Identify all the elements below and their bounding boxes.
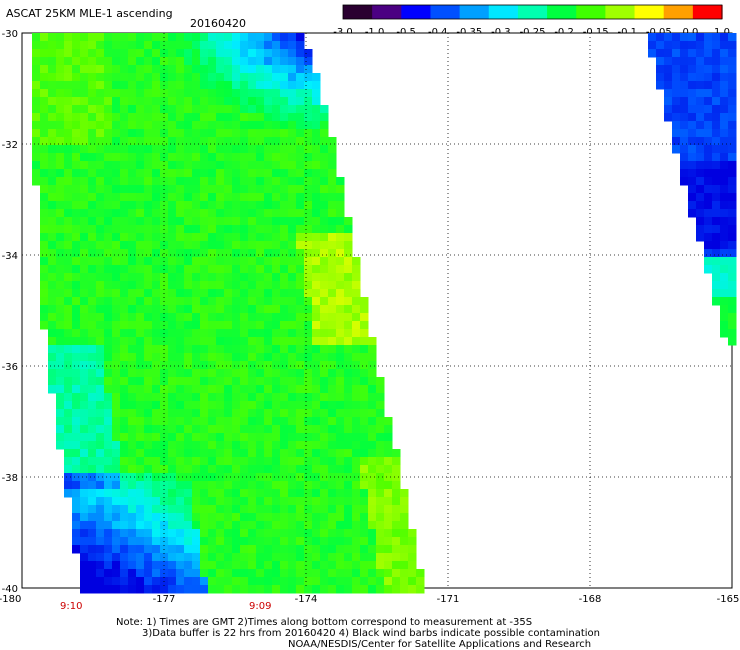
latitude-label: -34 (2, 251, 18, 262)
colorbar-swatch (605, 5, 636, 19)
colorbar-swatch (488, 5, 519, 19)
colorbar-swatch (459, 5, 490, 19)
note-line-3: NOAA/NESDIS/Center for Satellite Applica… (288, 639, 592, 650)
longitude-label: -171 (437, 594, 460, 605)
product-title: ASCAT 25KM MLE-1 ascending (6, 7, 173, 20)
latitude-labels: -30 -32 -34 -36 -38 -40 (2, 29, 18, 595)
longitude-label: -174 (295, 594, 318, 605)
colorbar-swatch (517, 5, 548, 19)
colorbar-swatch (663, 5, 694, 19)
latitude-label: -32 (2, 140, 18, 151)
latitude-label: -40 (2, 584, 18, 595)
note-line-2: 3)Data buffer is 22 hrs from 20160420 4)… (142, 628, 600, 639)
colorbar-swatch (692, 5, 723, 19)
latitude-label: -30 (2, 29, 18, 40)
longitude-labels: -180 -177 -174 -171 -168 -165 (0, 594, 739, 605)
map-grid (22, 33, 732, 588)
colorbar-swatch (401, 5, 432, 19)
longitude-label: -177 (153, 594, 176, 605)
swath-east (648, 33, 737, 346)
colorbar-swatches (342, 4, 723, 20)
colorbar-swatch (547, 5, 577, 19)
note-line-1: Note: 1) Times are GMT 2)Times along bot… (116, 617, 533, 628)
colorbar-swatch (343, 5, 373, 19)
latitude-label: -36 (2, 362, 18, 373)
colorbar-swatch (430, 5, 461, 19)
longitude-label: -165 (717, 594, 740, 605)
pass-time-2: 9:09 (249, 601, 272, 612)
product-date: 20160420 (190, 17, 246, 30)
colorbar-swatch (576, 5, 606, 19)
longitude-label: -180 (0, 594, 21, 605)
pass-time-1: 9:10 (60, 601, 83, 612)
latitude-label: -38 (2, 473, 18, 484)
colorbar-swatch (372, 5, 402, 19)
colorbar-swatch (634, 5, 665, 19)
longitude-label: -168 (579, 594, 602, 605)
